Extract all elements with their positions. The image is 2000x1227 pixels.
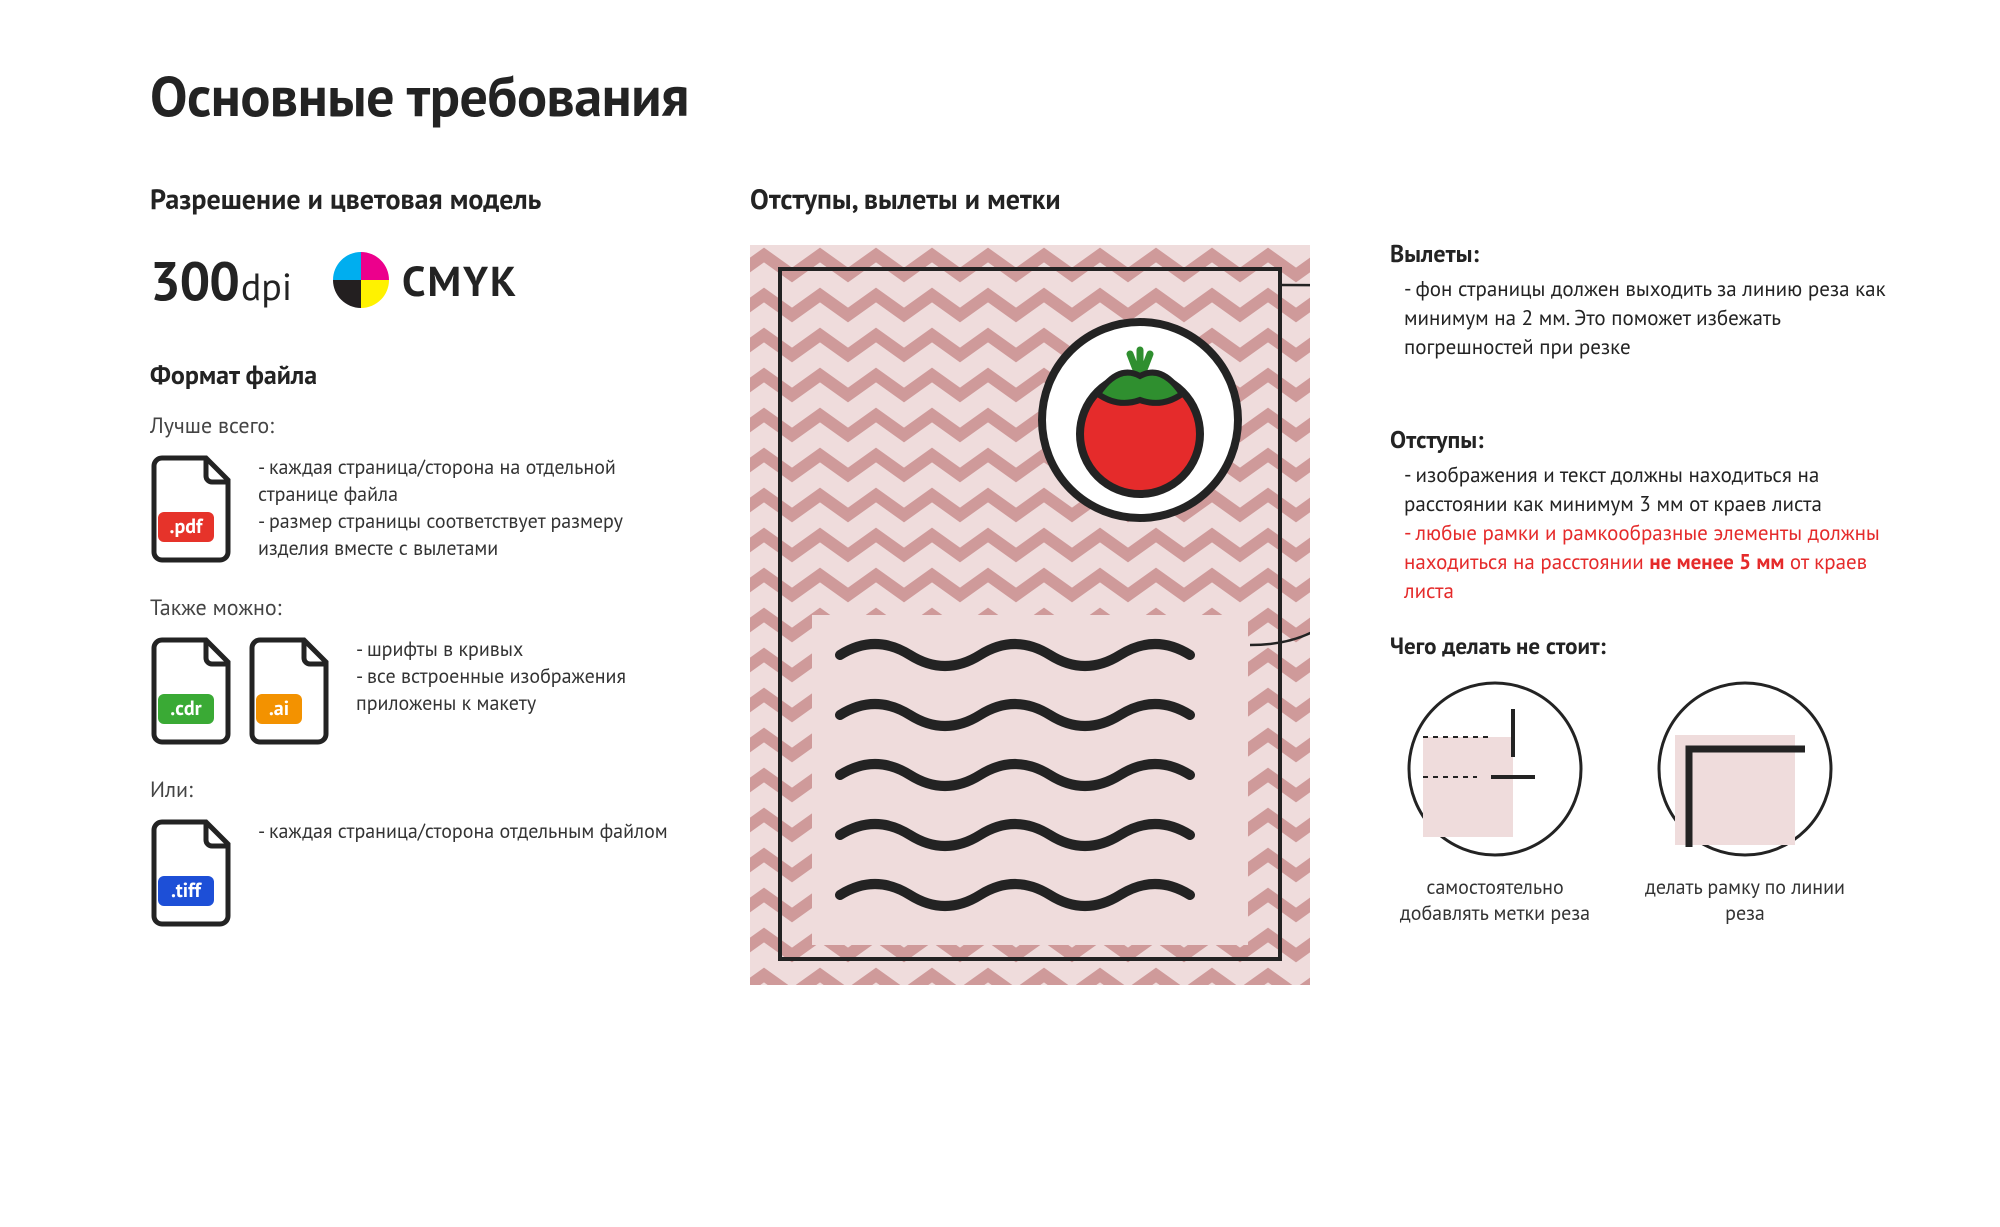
- row-tiff: .tiff - каждая страница/сторона отдельны…: [150, 818, 670, 928]
- label-also: Также можно:: [150, 594, 670, 622]
- avoid-row: самостоятельно добавлять метки реза дела…: [1390, 679, 1890, 926]
- notes-pdf: - каждая страница/сторона на отдельной с…: [258, 454, 670, 562]
- column-right: Вылеты: - фон страницы должен выходить з…: [1390, 180, 1890, 1010]
- file-tiff-icon: .tiff: [150, 818, 236, 928]
- avoid-cropmarks-icon: [1405, 679, 1585, 859]
- cmyk-label: CMYK: [402, 253, 518, 308]
- file-ai-icon: .ai: [248, 636, 334, 746]
- dpi-unit: dpi: [241, 262, 292, 311]
- column-middle: Отступы, вылеты и метки: [750, 180, 1310, 1010]
- avoid-cropmarks-caption: самостоятельно добавлять метки реза: [1390, 874, 1600, 926]
- label-or: Или:: [150, 776, 670, 804]
- notes-tiff: - каждая страница/сторона отдельным файл…: [258, 818, 668, 845]
- bleed-diagram: [750, 245, 1310, 1010]
- callout-bleed: Вылеты: - фон страницы должен выходить з…: [1390, 238, 1890, 362]
- heading-margins: Отступы, вылеты и метки: [750, 180, 1310, 217]
- page-title: Основные требования: [150, 60, 1890, 132]
- callout-margin-title: Отступы:: [1390, 424, 1890, 455]
- label-best: Лучше всего:: [150, 412, 670, 440]
- column-left: Разрешение и цветовая модель 300dpi CMYK…: [150, 180, 670, 1010]
- dpi-block: 300dpi: [150, 245, 292, 315]
- dpi-value: 300: [150, 245, 239, 315]
- callout-margin-text: - изображения и текст должны находиться …: [1390, 461, 1890, 606]
- file-cdr-icon: .cdr: [150, 636, 236, 746]
- avoid-frame-icon: [1655, 679, 1835, 859]
- svg-text:.pdf: .pdf: [170, 513, 204, 539]
- cmyk-icon: [332, 251, 390, 309]
- heading-resolution: Разрешение и цветовая модель: [150, 180, 670, 217]
- svg-text:.tiff: .tiff: [171, 877, 202, 903]
- svg-text:.cdr: .cdr: [170, 695, 201, 721]
- file-pdf-icon: .pdf: [150, 454, 236, 564]
- margin-text-red: - любые рамки и рамкообразные элементы д…: [1404, 519, 1880, 604]
- svg-text:.ai: .ai: [269, 695, 289, 721]
- avoid-item-frame: делать рамку по линии реза: [1640, 679, 1850, 926]
- content-columns: Разрешение и цветовая модель 300dpi CMYK…: [150, 180, 1890, 1010]
- row-cdr-ai: .cdr .ai - шрифты в кривых - все встроен…: [150, 636, 670, 746]
- cmyk-block: CMYK: [332, 251, 518, 309]
- callout-bleed-title: Вылеты:: [1390, 238, 1890, 269]
- dpi-row: 300dpi CMYK: [150, 245, 670, 315]
- avoid-frame-caption: делать рамку по линии реза: [1640, 874, 1850, 926]
- avoid-item-cropmarks: самостоятельно добавлять метки реза: [1390, 679, 1600, 926]
- heading-format: Формат файла: [150, 359, 670, 392]
- avoid-heading: Чего делать не стоит:: [1390, 632, 1890, 661]
- margin-text-black: - изображения и текст должны находиться …: [1404, 461, 1822, 517]
- callout-bleed-text: - фон страницы должен выходить за линию …: [1390, 275, 1890, 362]
- bleed-diagram-svg: [750, 245, 1310, 1005]
- notes-cdr-ai: - шрифты в кривых - все встроенные изобр…: [356, 636, 670, 717]
- row-pdf: .pdf - каждая страница/сторона на отдель…: [150, 454, 670, 564]
- callout-margin: Отступы: - изображения и текст должны на…: [1390, 424, 1890, 606]
